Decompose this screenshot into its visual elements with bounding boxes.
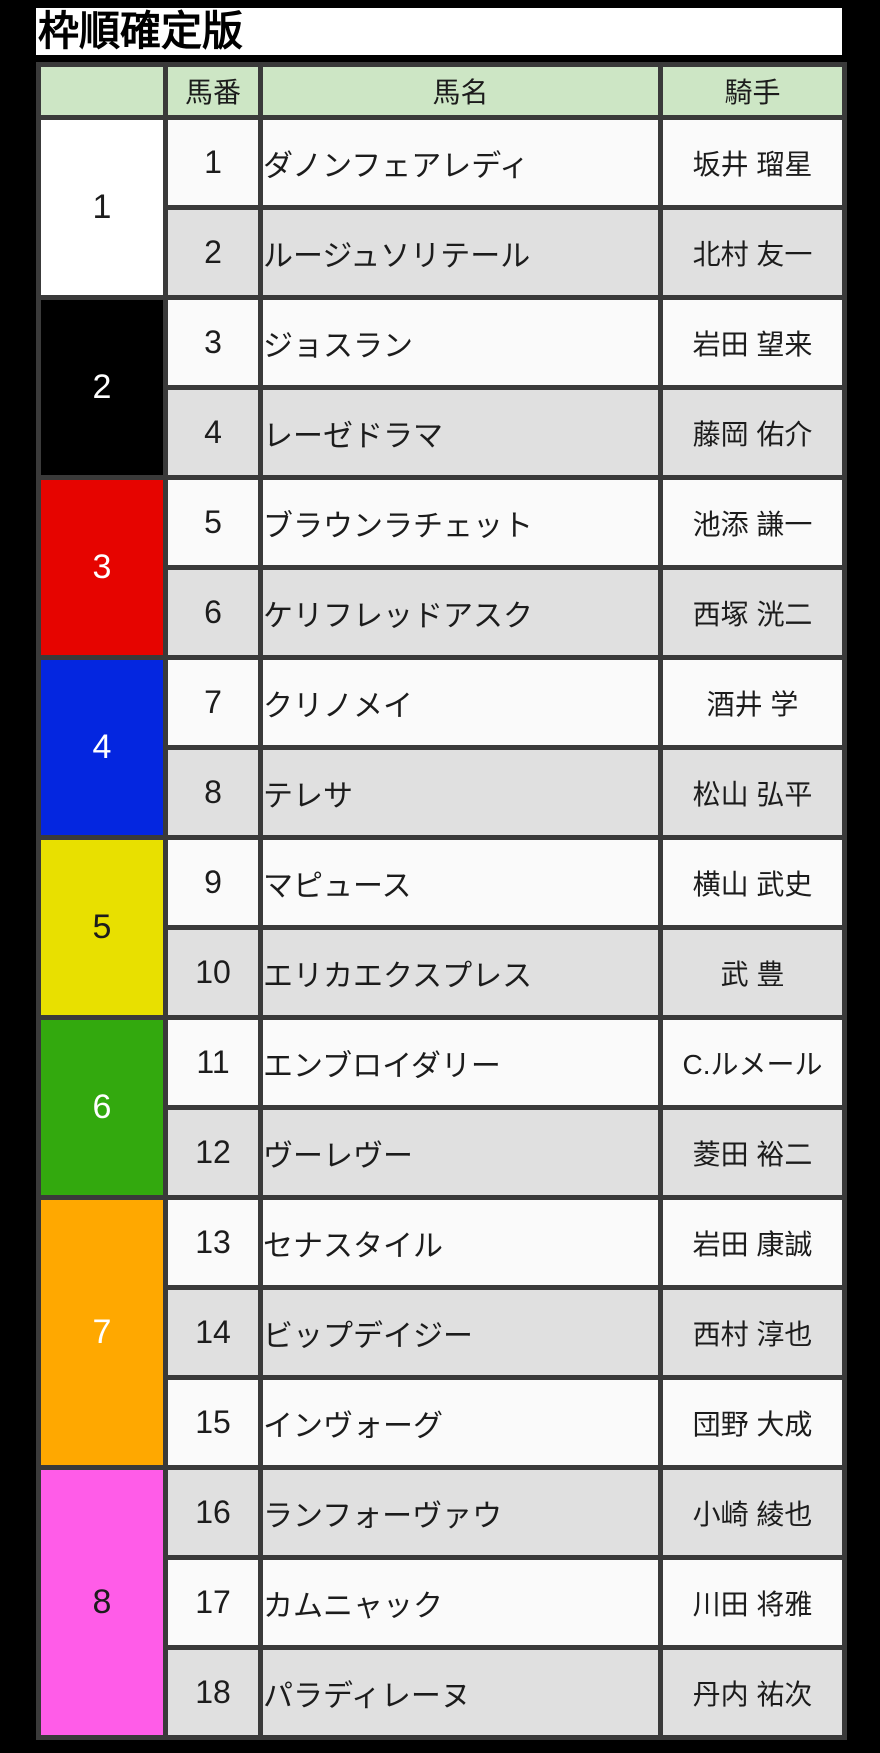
horse-number: 15 xyxy=(163,1375,263,1470)
jockey-name: 川田 将雅 xyxy=(658,1555,847,1650)
jockey-name: 団野 大成 xyxy=(658,1375,847,1470)
horse-number: 10 xyxy=(163,925,263,1020)
table-row: 3 5 ブラウンラチェット 池添 謙一 xyxy=(36,475,847,660)
horse-name: セナスタイル xyxy=(258,1195,663,1290)
table-row: 2 3 ジョスラン 岩田 望来 xyxy=(36,295,847,480)
horse-name: ジョスラン xyxy=(258,295,663,390)
number-column-header: 馬番 xyxy=(163,62,263,120)
jockey-name: 坂井 瑠星 xyxy=(658,115,847,210)
horse-number: 3 xyxy=(163,295,263,390)
frame-cell-7: 7 xyxy=(36,1195,168,1470)
horse-number: 12 xyxy=(163,1105,263,1200)
header-row: 馬番 馬名 騎手 xyxy=(36,62,847,120)
frame-cell-2: 2 xyxy=(36,295,168,480)
horse-number: 18 xyxy=(163,1645,263,1740)
table-row: 17 カムニャック 川田 将雅 xyxy=(39,1555,847,1650)
table-row: 4 レーゼドラマ 藤岡 佑介 xyxy=(39,385,847,480)
horse-number: 13 xyxy=(163,1195,263,1290)
horse-name: マピュース xyxy=(258,835,663,930)
post-position-table: 馬番 馬名 騎手 1 1 ダノンフェアレディ 坂井 瑠星 2 ルージュソリテール… xyxy=(36,62,847,1740)
horse-name: カムニャック xyxy=(258,1555,663,1650)
table-row: 6 ケリフレッドアスク 西塚 洸二 xyxy=(39,565,847,660)
horse-number: 2 xyxy=(163,205,263,300)
jockey-column-header: 騎手 xyxy=(658,62,847,120)
frame-cell-1: 1 xyxy=(36,115,168,300)
horse-name: インヴォーグ xyxy=(258,1375,663,1470)
jockey-name: 岩田 望来 xyxy=(658,295,847,390)
horse-name: ビップデイジー xyxy=(258,1285,663,1380)
horse-name: ダノンフェアレディ xyxy=(258,115,663,210)
jockey-name: 西塚 洸二 xyxy=(658,565,847,660)
jockey-name: 菱田 裕二 xyxy=(658,1105,847,1200)
sheet: 枠順確定版 馬番 馬名 騎手 1 1 ダノンフェアレディ 坂井 瑠星 xyxy=(36,8,847,1740)
jockey-name: 酒井 学 xyxy=(658,655,847,750)
jockey-name: C.ルメール xyxy=(658,1015,847,1110)
table-row: 10 エリカエクスプレス 武 豊 xyxy=(39,925,847,1020)
horse-name: エンブロイダリー xyxy=(258,1015,663,1110)
jockey-name: 池添 謙一 xyxy=(658,475,847,570)
table-row: 14 ビップデイジー 西村 淳也 xyxy=(39,1285,847,1380)
jockey-name: 西村 淳也 xyxy=(658,1285,847,1380)
table-row: 1 1 ダノンフェアレディ 坂井 瑠星 xyxy=(36,115,847,300)
table-row: 8 16 ランフォーヴァウ 小崎 綾也 xyxy=(36,1465,847,1740)
jockey-name: 松山 弘平 xyxy=(658,745,847,840)
jockey-name: 丹内 祐次 xyxy=(658,1645,847,1740)
horse-name: ルージュソリテール xyxy=(258,205,663,300)
table-row: 5 9 マピュース 横山 武史 xyxy=(36,835,847,1020)
jockey-name: 岩田 康誠 xyxy=(658,1195,847,1290)
table-row: 4 7 クリノメイ 酒井 学 xyxy=(36,655,847,840)
frame-cell-3: 3 xyxy=(36,475,168,660)
page-title: 枠順確定版 xyxy=(38,8,243,54)
horse-number: 6 xyxy=(163,565,263,660)
horse-name: パラディレーヌ xyxy=(258,1645,663,1740)
horse-number: 7 xyxy=(163,655,263,750)
horse-number: 11 xyxy=(163,1015,263,1110)
horse-number: 5 xyxy=(163,475,263,570)
horse-name: ランフォーヴァウ xyxy=(258,1465,663,1560)
jockey-name: 武 豊 xyxy=(658,925,847,1020)
table-row: 12 ヴーレヴー 菱田 裕二 xyxy=(39,1105,847,1200)
frame-cell-6: 6 xyxy=(36,1015,168,1200)
table-row: 8 テレサ 松山 弘平 xyxy=(39,745,847,840)
horse-name: ヴーレヴー xyxy=(258,1105,663,1200)
horse-number: 17 xyxy=(163,1555,263,1650)
table-row: 6 11 エンブロイダリー C.ルメール xyxy=(36,1015,847,1200)
jockey-name: 藤岡 佑介 xyxy=(658,385,847,480)
horse-name: ケリフレッドアスク xyxy=(258,565,663,660)
horse-number: 16 xyxy=(163,1465,263,1560)
horse-number: 1 xyxy=(163,115,263,210)
table-row: 7 13 セナスタイル 岩田 康誠 xyxy=(36,1195,847,1470)
horse-name: エリカエクスプレス xyxy=(258,925,663,1020)
table-row: 18 パラディレーヌ 丹内 祐次 xyxy=(39,1645,847,1740)
name-column-header: 馬名 xyxy=(258,62,663,120)
frame-cell-4: 4 xyxy=(36,655,168,840)
jockey-name: 北村 友一 xyxy=(658,205,847,300)
horse-number: 14 xyxy=(163,1285,263,1380)
title-band: 枠順確定版 xyxy=(36,8,842,55)
frame-column-header xyxy=(36,62,168,120)
frame-cell-8: 8 xyxy=(36,1465,168,1740)
table-row: 2 ルージュソリテール 北村 友一 xyxy=(39,205,847,300)
horse-number: 4 xyxy=(163,385,263,480)
frame-cell-5: 5 xyxy=(36,835,168,1020)
horse-name: レーゼドラマ xyxy=(258,385,663,480)
horse-number: 9 xyxy=(163,835,263,930)
horse-number: 8 xyxy=(163,745,263,840)
jockey-name: 横山 武史 xyxy=(658,835,847,930)
horse-name: ブラウンラチェット xyxy=(258,475,663,570)
jockey-name: 小崎 綾也 xyxy=(658,1465,847,1560)
horse-name: テレサ xyxy=(258,745,663,840)
table-row: 15 インヴォーグ 団野 大成 xyxy=(39,1375,847,1470)
horse-name: クリノメイ xyxy=(258,655,663,750)
